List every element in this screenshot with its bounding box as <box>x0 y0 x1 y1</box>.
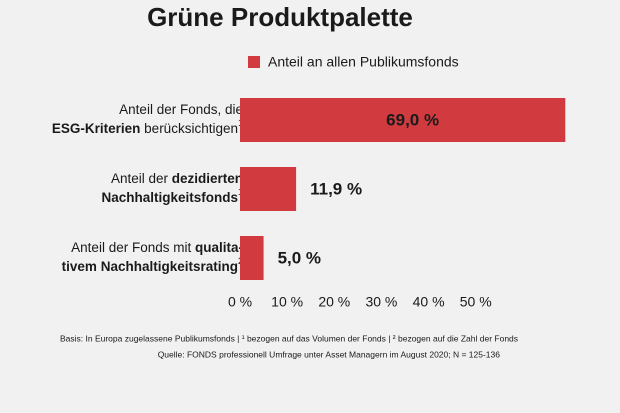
label-run: qualita- <box>195 240 243 255</box>
footnote: Basis: In Europa zugelassene Publikumsfo… <box>60 333 518 343</box>
label-run: berücksichtigen <box>140 121 238 136</box>
legend-swatch <box>248 56 260 68</box>
x-tick-label: 30 % <box>365 294 397 310</box>
label-run: Anteil der <box>111 171 172 186</box>
value-label: 69,0 % <box>386 110 439 129</box>
x-tick-label: 20 % <box>318 294 350 310</box>
label-run: Anteil der Fonds, die <box>119 102 243 117</box>
x-tick-label: 50 % <box>460 294 492 310</box>
value-label: 11,9 % <box>310 179 362 198</box>
value-label: 5,0 % <box>278 248 321 267</box>
category-label: Anteil der Fonds, die <box>119 102 243 117</box>
category-label: Anteil der Fonds mit qualita- <box>71 240 243 255</box>
x-tick-label: 0 % <box>228 294 252 310</box>
x-tick-label: 10 % <box>271 294 303 310</box>
label-run: dezidierten <box>172 171 243 186</box>
chart-title: Grüne Produktpalette <box>147 2 413 32</box>
category-label: tivem Nachhaltigkeitsrating2 <box>62 256 243 273</box>
label-run: Anteil der Fonds mit <box>71 240 195 255</box>
label-run: tivem Nachhaltigkeitsrating <box>62 259 238 274</box>
bar <box>240 167 297 211</box>
bar <box>240 236 264 280</box>
label-run: Nachhaltigkeitsfonds <box>101 190 238 205</box>
source: Quelle: FONDS professionell Umfrage unte… <box>158 349 501 359</box>
category-label: Anteil der dezidierten <box>111 171 243 186</box>
legend-label: Anteil an allen Publikumsfonds <box>268 54 459 70</box>
x-tick-label: 40 % <box>413 294 445 310</box>
bar <box>240 98 566 142</box>
label-run: ESG-Kriterien <box>52 121 141 136</box>
category-label: ESG-Kriterien berücksichtigen1 <box>52 118 243 135</box>
